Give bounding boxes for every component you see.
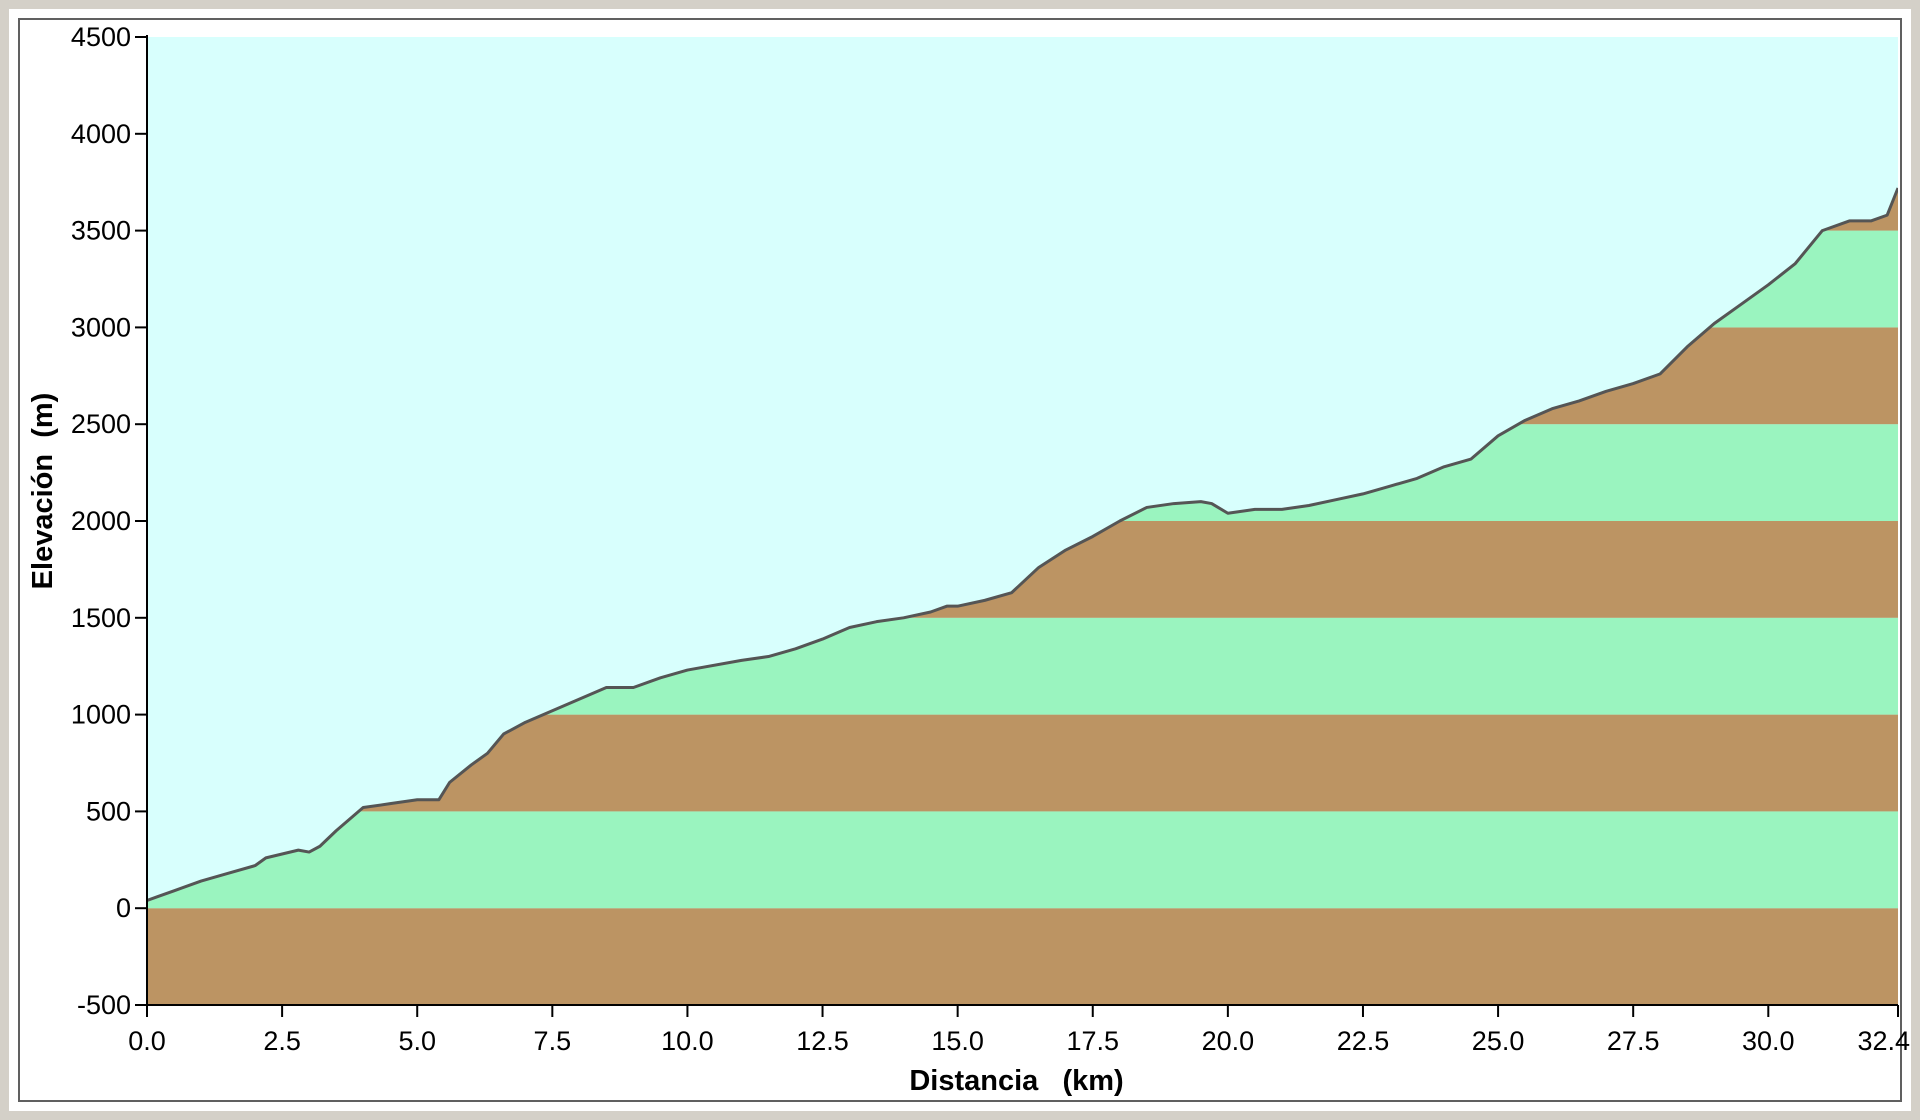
y-tick-label: 4500 bbox=[71, 22, 131, 52]
x-tick-label: 30.0 bbox=[1742, 1026, 1795, 1056]
x-tick-label: 32.4 bbox=[1857, 1026, 1910, 1056]
x-tick-label: 20.0 bbox=[1202, 1026, 1255, 1056]
x-tick-label: 2.5 bbox=[263, 1026, 301, 1056]
x-tick-label: 12.5 bbox=[796, 1026, 849, 1056]
y-tick-label: 4000 bbox=[71, 119, 131, 149]
y-tick-label: 2000 bbox=[71, 506, 131, 536]
y-tick-label: 500 bbox=[86, 796, 131, 826]
x-tick-label: 5.0 bbox=[398, 1026, 436, 1056]
x-tick-label: 10.0 bbox=[661, 1026, 714, 1056]
x-tick-label: 27.5 bbox=[1607, 1026, 1660, 1056]
y-tick-label: 2500 bbox=[71, 409, 131, 439]
elevation-band bbox=[147, 811, 1898, 909]
y-tick-label: 0 bbox=[116, 893, 131, 923]
x-tick-label: 7.5 bbox=[534, 1026, 572, 1056]
x-tick-label: 15.0 bbox=[931, 1026, 984, 1056]
y-tick-label: 1500 bbox=[71, 603, 131, 633]
y-tick-label: 3000 bbox=[71, 312, 131, 342]
tick-labels: -500 0 500 1000 1500 2000 2500 3000 3500 4000 4500… bbox=[71, 22, 1910, 1056]
y-axis-label: Elevación (m) bbox=[27, 393, 59, 590]
x-tick-label: 22.5 bbox=[1337, 1026, 1390, 1056]
elevation-profile-line bbox=[147, 187, 1898, 902]
elevation-band bbox=[147, 908, 1898, 1005]
y-tick-label: 1000 bbox=[71, 700, 131, 730]
x-tick-label: 25.0 bbox=[1472, 1026, 1525, 1056]
x-axis-label: Distancia (km) bbox=[909, 1065, 1123, 1097]
x-tick-label: 0.0 bbox=[128, 1026, 166, 1056]
x-tick-label: 17.5 bbox=[1066, 1026, 1119, 1056]
y-tick-label: 3500 bbox=[71, 216, 131, 246]
y-tick-label: -500 bbox=[77, 990, 131, 1020]
